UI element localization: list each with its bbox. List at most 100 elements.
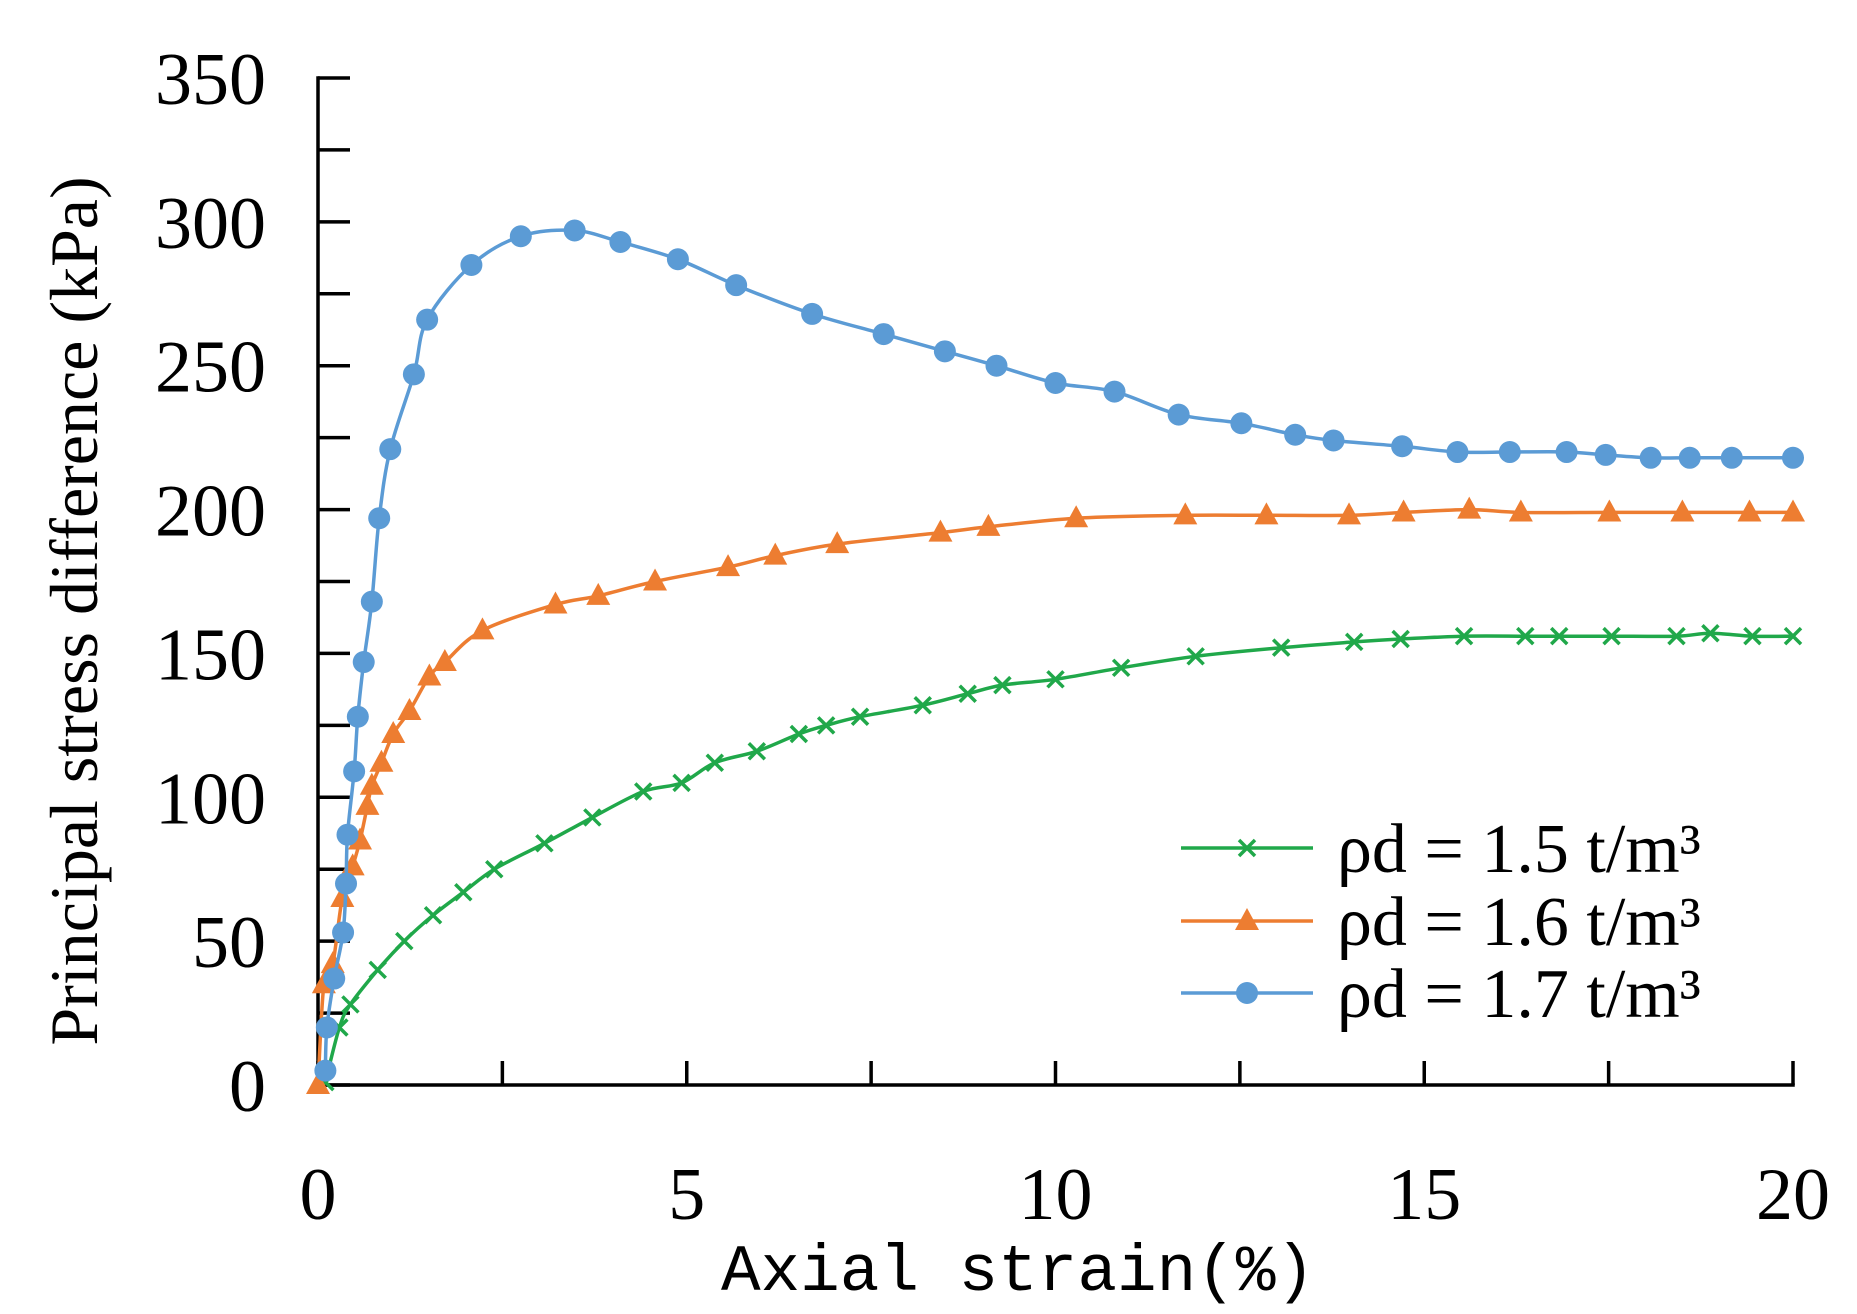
data-point	[397, 697, 422, 720]
legend-marker	[1236, 982, 1258, 1004]
tick-labels: 0 50 100 150 200 250 300 350 0 5 10 15 20	[155, 39, 1830, 1236]
data-point	[705, 753, 725, 772]
data-point	[460, 254, 483, 277]
legend-entry: ρd = 1.5 t/m³	[1181, 811, 1701, 888]
data-point	[789, 724, 809, 744]
data-point	[1555, 441, 1578, 464]
y-tick-label: 50	[192, 902, 266, 984]
data-point	[633, 782, 653, 801]
series-x	[316, 624, 1803, 1092]
data-point	[816, 716, 836, 735]
data-point	[993, 675, 1012, 695]
data-point	[1111, 658, 1131, 678]
data-point	[801, 302, 824, 325]
data-point	[395, 931, 414, 951]
data-point	[369, 749, 394, 772]
data-point	[1230, 412, 1253, 435]
data-point	[1064, 505, 1089, 528]
data-point	[1337, 502, 1362, 525]
plot-series	[306, 219, 1805, 1094]
data-point	[1783, 626, 1803, 646]
x-tick-label: 10	[1019, 1154, 1093, 1236]
data-point	[485, 859, 504, 879]
legend-entry: ρd = 1.6 t/m³	[1181, 884, 1701, 961]
data-point	[1271, 638, 1291, 657]
data-point	[355, 792, 380, 815]
data-point	[583, 808, 602, 827]
data-point	[1186, 647, 1205, 666]
data-point	[346, 705, 369, 728]
legend-entry: ρd = 1.7 t/m³	[1181, 956, 1701, 1033]
data-point	[359, 772, 384, 795]
data-point	[323, 967, 346, 990]
data-point	[432, 649, 457, 672]
data-point	[336, 823, 359, 846]
data-point	[763, 542, 788, 565]
data-point	[1446, 441, 1469, 464]
data-point	[1549, 626, 1569, 646]
data-point	[360, 590, 383, 613]
data-point	[1667, 626, 1686, 646]
data-point	[1344, 632, 1364, 652]
axis-ticks	[316, 76, 1795, 1087]
legend-marker	[1235, 908, 1259, 930]
data-point	[332, 921, 355, 944]
data-point	[1498, 441, 1521, 464]
data-point	[352, 651, 375, 674]
data-point	[1743, 626, 1762, 646]
x-tick-label: 0	[300, 1154, 337, 1236]
y-tick-label: 350	[155, 39, 266, 121]
y-tick-label: 250	[155, 327, 266, 409]
data-point	[543, 591, 568, 614]
data-point	[1322, 429, 1345, 452]
data-point	[1454, 626, 1474, 646]
legend-label: ρd = 1.6 t/m³	[1337, 884, 1701, 961]
data-point	[976, 513, 1001, 536]
legend-label: ρd = 1.5 t/m³	[1337, 811, 1701, 888]
data-point	[1602, 626, 1621, 646]
data-point	[343, 760, 366, 783]
data-point	[1678, 446, 1701, 469]
data-point	[1701, 624, 1720, 643]
data-point	[672, 773, 691, 793]
data-point	[417, 663, 442, 686]
data-point	[958, 684, 977, 703]
data-point	[330, 884, 355, 907]
data-point	[1516, 626, 1535, 646]
data-point	[725, 274, 748, 297]
data-point	[1737, 499, 1762, 522]
y-tick-label: 300	[155, 183, 266, 265]
data-point	[1782, 446, 1804, 469]
x-tick-label: 5	[668, 1154, 705, 1236]
data-point	[1720, 446, 1743, 469]
data-point	[1670, 499, 1695, 522]
data-point	[314, 1059, 337, 1082]
data-point	[913, 695, 932, 715]
x-tick-label: 20	[1756, 1154, 1830, 1236]
data-point	[470, 617, 495, 640]
data-point	[454, 882, 473, 902]
legend-label: ρd = 1.7 t/m³	[1337, 956, 1701, 1033]
legend-marker	[1237, 838, 1257, 858]
data-point	[1457, 496, 1482, 519]
data-point	[306, 1072, 330, 1094]
data-point	[747, 742, 767, 761]
data-point	[402, 363, 425, 386]
data-point	[1103, 380, 1126, 403]
data-point	[381, 720, 406, 743]
data-point	[1044, 371, 1067, 394]
data-point	[423, 906, 443, 925]
data-point	[1391, 499, 1416, 522]
data-point	[928, 519, 953, 542]
data-point	[509, 225, 532, 248]
data-point	[985, 354, 1008, 377]
data-point	[872, 323, 895, 346]
data-point	[1173, 502, 1198, 525]
data-point	[716, 554, 741, 577]
data-point	[315, 1016, 338, 1039]
data-point	[416, 308, 439, 331]
data-point	[1254, 502, 1279, 525]
y-tick-label: 100	[155, 758, 266, 840]
